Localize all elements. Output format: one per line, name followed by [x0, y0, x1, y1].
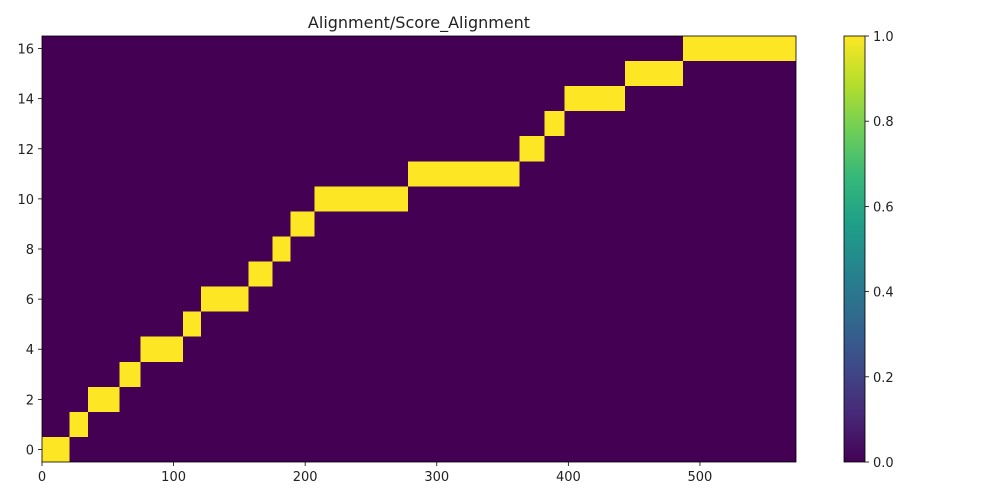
chart-title: Alignment/Score_Alignment — [308, 13, 530, 33]
heatmap-cell-row-6 — [201, 286, 249, 312]
heatmap-cell-row-9 — [290, 211, 315, 237]
colorbar-tick-label: 0.6 — [873, 200, 894, 215]
heatmap-cell-row-16 — [682, 36, 796, 62]
x-tick-label: 300 — [424, 470, 449, 485]
heatmap-cell-row-2 — [88, 386, 120, 412]
colorbar: 0.0 0.2 0.4 0.6 0.8 1.0 — [843, 30, 894, 471]
colorbar-tick-label: 1.0 — [873, 30, 894, 45]
x-tick-label: 200 — [293, 470, 318, 485]
plot-area — [41, 35, 797, 463]
y-tick-label: 4 — [26, 343, 34, 358]
heatmap-cell-row-12 — [519, 136, 545, 162]
heatmap-cell-row-13 — [544, 111, 565, 137]
heatmap-cell-row-4 — [140, 336, 183, 362]
colorbar-tick-label: 0.0 — [873, 456, 894, 471]
y-axis: 0 2 4 6 8 10 12 14 16 — [17, 43, 42, 458]
x-tick-label: 400 — [556, 470, 581, 485]
y-tick-label: 6 — [26, 293, 34, 308]
y-tick-label: 12 — [17, 143, 34, 158]
colorbar-tick-label: 0.8 — [873, 115, 894, 130]
y-tick-label: 2 — [26, 393, 34, 408]
x-tick-label: 500 — [688, 470, 713, 485]
colorbar-tick-label: 0.4 — [873, 286, 894, 301]
y-tick-label: 14 — [17, 93, 34, 108]
y-tick-label: 0 — [26, 443, 34, 458]
x-axis: 0 100 200 300 400 500 — [38, 462, 712, 485]
heatmap-cell-row-15 — [624, 61, 683, 87]
y-tick-label: 16 — [17, 43, 34, 58]
heatmap-cell-row-5 — [182, 311, 202, 337]
heatmap-background — [42, 36, 796, 462]
y-tick-label: 10 — [17, 193, 34, 208]
colorbar-gradient — [843, 35, 866, 463]
heatmap-cell-row-1 — [69, 411, 89, 437]
heatmap-cell-row-7 — [248, 261, 273, 287]
y-tick-label: 8 — [26, 243, 34, 258]
heatmap-cell-row-8 — [272, 236, 291, 262]
x-tick-label: 100 — [161, 470, 186, 485]
heatmap-cell-row-3 — [119, 361, 141, 387]
heatmap-cell-row-14 — [564, 86, 625, 112]
x-tick-label: 0 — [38, 470, 46, 485]
heatmap-cell-row-10 — [314, 186, 408, 212]
colorbar-tick-label: 0.2 — [873, 371, 894, 386]
heatmap-cell-row-0 — [42, 436, 70, 462]
heatmap-cell-row-11 — [407, 161, 520, 187]
